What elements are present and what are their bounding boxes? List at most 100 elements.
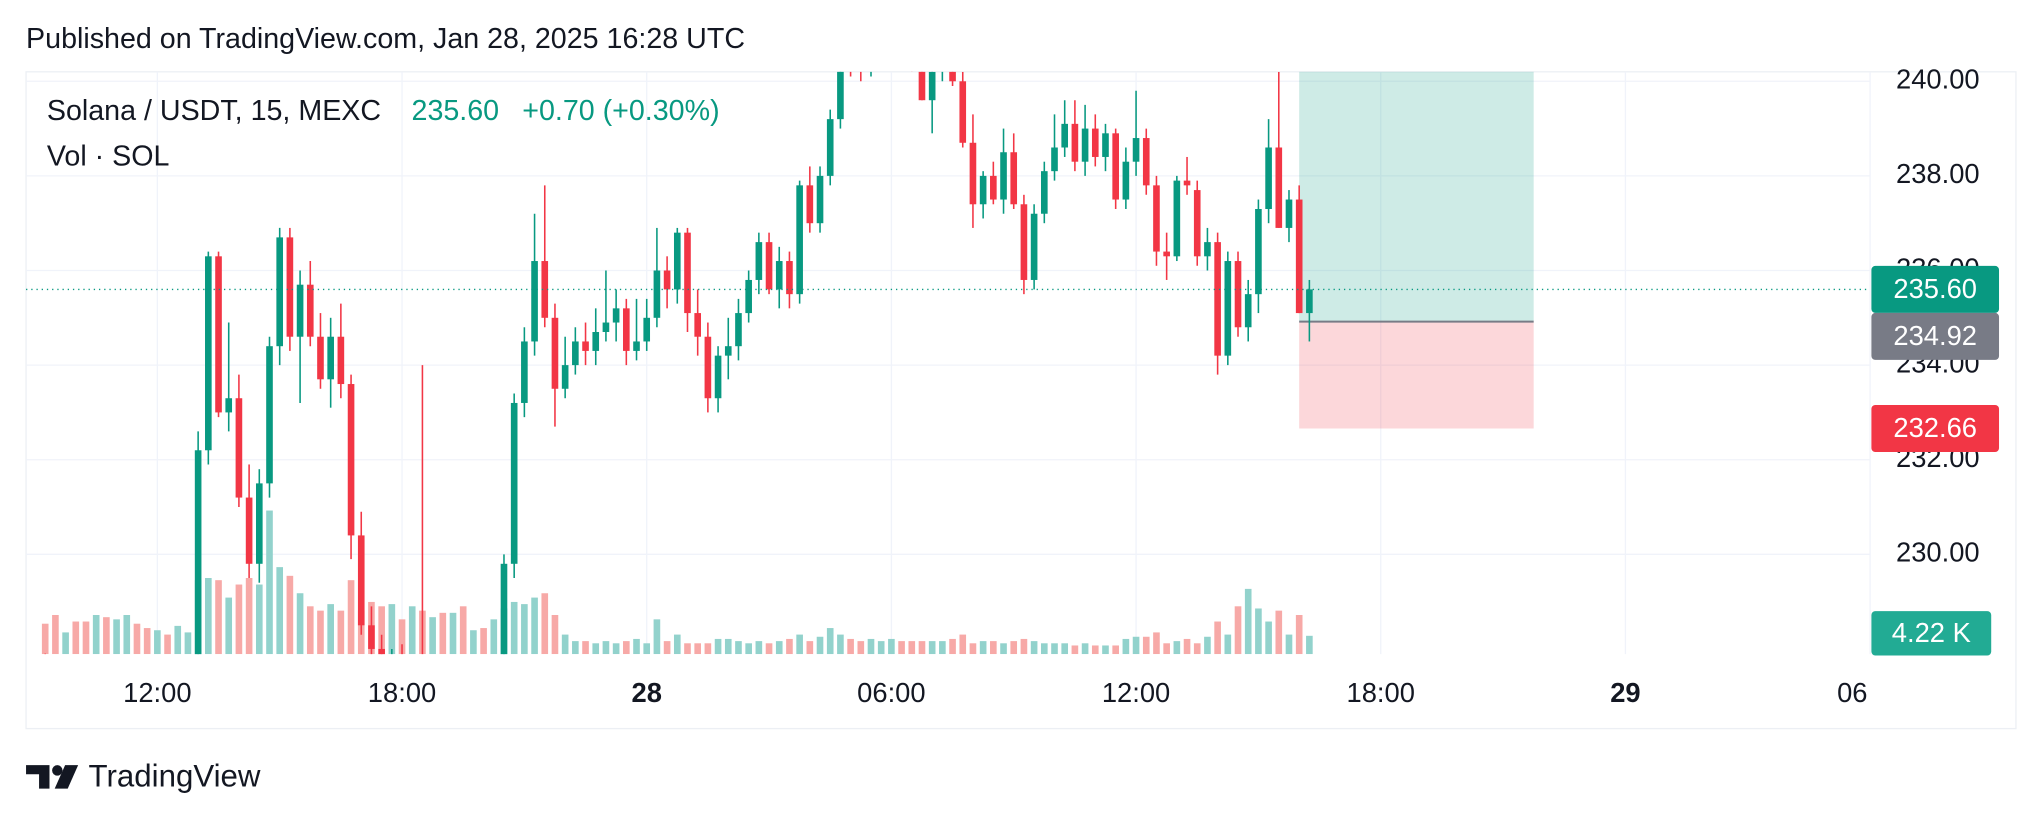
volume-bar	[133, 623, 141, 655]
candle-body	[592, 331, 600, 351]
volume-bar	[286, 575, 294, 655]
volume-bar	[154, 630, 161, 655]
logo-mark	[52, 765, 63, 776]
candle-body	[1204, 242, 1211, 257]
volume-bar	[1214, 621, 1221, 655]
volume-bar	[561, 634, 569, 655]
candle-body	[561, 365, 569, 389]
volume-bar	[62, 632, 69, 655]
candle-body	[306, 284, 314, 337]
candle-body	[1010, 152, 1018, 205]
volume-bar	[694, 643, 701, 655]
logo-mark	[26, 765, 50, 789]
candle-body	[1091, 128, 1099, 157]
volume-bar	[633, 638, 640, 655]
candle-body	[969, 142, 977, 205]
volume-bar	[52, 615, 59, 655]
candle-body	[551, 317, 559, 389]
volume-bar	[1306, 635, 1313, 655]
volume-bar	[1122, 638, 1130, 655]
volume-bar	[796, 634, 803, 655]
candle-body	[714, 355, 722, 399]
volume-bar	[653, 619, 661, 655]
volume-bar	[327, 604, 334, 655]
candle-body	[918, 71, 926, 101]
volume-bar	[215, 580, 222, 655]
volume-bar	[724, 638, 732, 655]
volume-bar	[928, 641, 936, 655]
y-tick-label: 238.00	[1896, 158, 1980, 189]
price-badge	[1871, 312, 2000, 360]
volume-bar	[1061, 643, 1069, 655]
volume-bar	[1040, 643, 1048, 655]
candle-body	[1000, 152, 1007, 200]
candle-body	[1173, 180, 1181, 257]
candle-body	[286, 237, 294, 337]
target-zone	[1299, 71, 1534, 322]
volume-bar	[276, 567, 284, 655]
volume-bar	[582, 641, 589, 655]
volume-bar	[979, 641, 987, 655]
volume-bar	[1173, 641, 1181, 655]
logo-mark	[54, 765, 79, 789]
volume-bar	[306, 606, 314, 655]
volume-bar	[480, 628, 487, 655]
volume-bar	[1132, 636, 1140, 655]
price-badge-label: 232.66	[1893, 412, 1977, 443]
candle-body	[1183, 180, 1191, 186]
volume-bar	[592, 643, 600, 655]
candle-body	[673, 232, 681, 290]
volume-legend: Vol · SOL	[47, 141, 170, 173]
volume-bar	[235, 584, 243, 655]
candle-body	[959, 81, 967, 143]
volume-bar	[1051, 643, 1058, 655]
candle-body	[663, 270, 671, 290]
volume-bar	[510, 601, 518, 655]
volume-bar	[184, 632, 192, 655]
candle-body	[643, 317, 651, 342]
candle-body	[837, 71, 844, 120]
volume-bar	[745, 643, 752, 655]
volume-bar	[1295, 615, 1303, 655]
volume-bar	[1204, 636, 1211, 655]
volume-bar	[888, 638, 895, 655]
volume-bar	[41, 623, 49, 655]
price-change: +0.70 (+0.30%)	[522, 95, 719, 127]
price-badge	[1871, 404, 2000, 453]
candle-body	[1122, 161, 1130, 200]
volume-bar	[714, 638, 722, 655]
candle-body	[653, 270, 661, 318]
candle-body	[1153, 185, 1160, 252]
candle-body	[1102, 133, 1109, 157]
volume-bar	[572, 641, 579, 655]
volume-bar	[1163, 643, 1170, 655]
candle-body	[1142, 138, 1150, 186]
volume-bar	[847, 638, 854, 655]
volume-bar	[459, 606, 467, 655]
volume-bar	[949, 638, 956, 655]
candle-body	[775, 261, 783, 290]
stop-zone	[1299, 321, 1534, 429]
candle-body	[368, 625, 375, 649]
candle-body	[1040, 171, 1048, 214]
candle-body	[1265, 147, 1272, 210]
volume-bar	[969, 643, 977, 655]
volume-bar	[531, 597, 538, 655]
volume-bar	[449, 612, 457, 655]
volume-bar	[103, 617, 110, 655]
candle-body	[205, 256, 212, 451]
candle-body	[796, 185, 803, 295]
volume-bar	[806, 641, 814, 655]
volume-bar	[1183, 638, 1191, 655]
candle-body	[317, 336, 324, 380]
volume-bar	[551, 615, 559, 655]
chart-frame	[25, 71, 2017, 730]
candle-body	[928, 71, 936, 101]
x-tick-label: 18:00	[1347, 677, 1415, 708]
volume-bar	[225, 597, 233, 655]
volume-bar	[1153, 632, 1160, 655]
y-tick-label: 230.00	[1896, 537, 1980, 568]
candle-body	[276, 237, 284, 347]
candle-body	[990, 175, 997, 200]
